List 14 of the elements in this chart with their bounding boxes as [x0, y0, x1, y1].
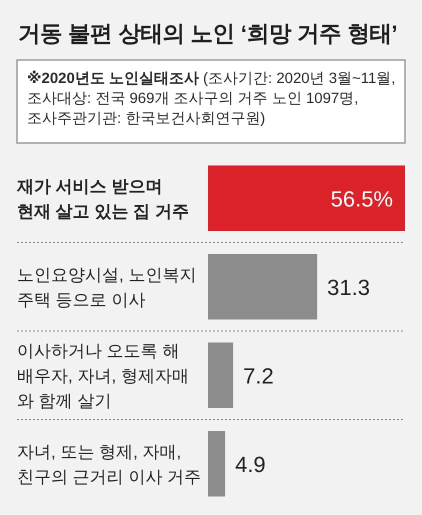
data-label: 56.5% [330, 186, 393, 212]
data-label: 7.2 [243, 363, 274, 388]
data-label: 31.3 [327, 274, 370, 300]
y-tick-label: 노인요양시설, 노인복지 주택 등으로 이사 [17, 265, 196, 310]
bar [208, 431, 226, 496]
bar [208, 342, 234, 408]
bar [208, 254, 318, 320]
y-tick-label: 자녀, 또는 형제, 자매, 친구의 근거리 이사 거주 [17, 442, 202, 486]
y-tick-label: 이사하거나 오도록 해 배우자, 자녀, 형제자매 와 함께 살기 [17, 341, 189, 410]
bar [208, 166, 405, 231]
data-label: 4.9 [235, 452, 266, 477]
chart-subtitle: ※2020년도 노인실태조사 (조사기간: 2020년 3월~11월, 조사대상: 전국 969개 조사구의 거주 노인 1097명, 조사주관기관: 한국보건사회연구원) [27, 70, 396, 127]
y-tick-label: 재가 서비스 받으며 현재 살고 있는 집 거주 [16, 176, 189, 221]
chart-title: 거동 불편 상태의 노인 ‘희망 거주 형태’ [18, 21, 398, 46]
